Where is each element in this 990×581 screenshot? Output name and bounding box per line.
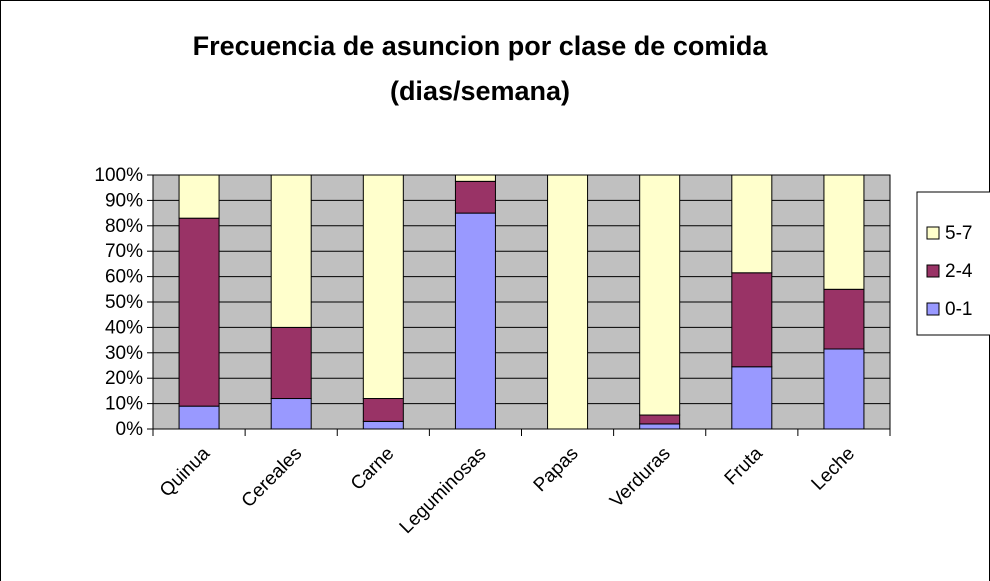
y-tick-label: 30% [105,343,143,364]
bar-segment [639,174,681,416]
bar-segment [270,174,312,328]
y-tick-label: 50% [105,292,143,313]
bar-segment [362,174,404,400]
y-tick-label: 90% [105,190,143,211]
bar-segment [178,405,220,430]
y-tick-label: 20% [105,368,143,389]
bar-segment [270,398,312,430]
bar-segment [362,398,404,422]
legend-label: 2-4 [945,261,973,282]
y-tick-label: 10% [105,394,143,415]
chart-subtitle: (dias/semana) [390,76,570,106]
bar-segment [362,420,404,430]
bar-segment [731,366,773,430]
legend-swatch [926,264,940,278]
y-tick-label: 0% [116,419,144,440]
bar-segment [823,348,865,430]
bar-segment [454,180,496,214]
bar-segment [547,174,589,430]
y-tick-label: 80% [105,216,143,237]
bar-segment [639,414,681,425]
legend-swatch [926,302,940,316]
y-tick-label: 100% [94,165,143,186]
bar-segment [731,174,773,274]
bar-segment [454,174,496,182]
bar-segment [270,326,312,400]
y-tick-label: 40% [105,317,143,338]
bar-segment [178,217,220,407]
y-tick-label: 60% [105,267,143,288]
legend-label: 5-7 [945,223,972,244]
bar-segment [731,272,773,368]
legend-label: 0-1 [945,299,972,320]
bar-segment [823,174,865,290]
y-tick-label: 70% [105,241,143,262]
bar-segment [639,423,681,430]
legend-swatch [926,226,940,240]
bar-segment [823,288,865,350]
bar-segment [454,212,496,430]
chart-title: Frecuencia de asuncion por clase de comi… [193,31,769,61]
bar-segment [178,174,220,219]
